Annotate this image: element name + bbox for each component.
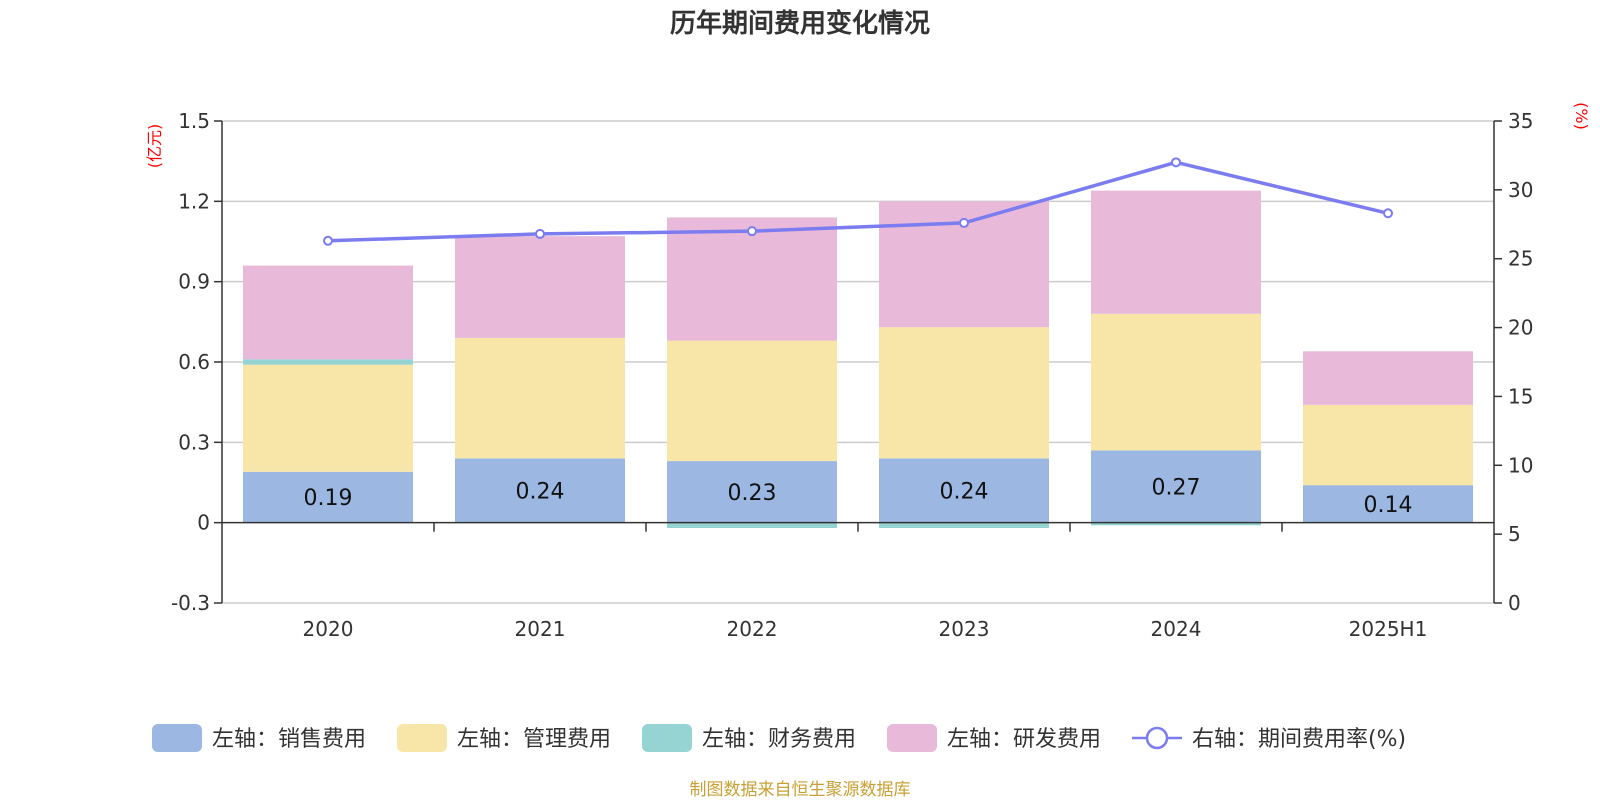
- bar-segment: [667, 217, 837, 341]
- bar-segment: [879, 327, 1049, 459]
- legend-swatch: [642, 724, 692, 752]
- legend-swatch: [887, 724, 937, 752]
- legend-label: 左轴：财务费用: [702, 727, 856, 752]
- right-tick-label: 0: [1508, 591, 1521, 615]
- bar-segment: [879, 458, 1049, 523]
- bar-segment: [667, 340, 837, 462]
- grid-lines: [222, 120, 1494, 604]
- bar-segment: [243, 471, 413, 523]
- bar-segment: [879, 522, 1049, 529]
- bar-segment: [667, 522, 837, 529]
- bar-segment: [455, 337, 625, 459]
- right-tick-label: 30: [1508, 178, 1533, 202]
- category-label: 2021: [515, 617, 566, 641]
- left-tick-label: -0.3: [171, 591, 210, 615]
- chart-title: 历年期间费用变化情况: [670, 8, 930, 39]
- bar-segment: [667, 461, 837, 523]
- bar-segment: [1303, 351, 1473, 405]
- data-label: 0.27: [1152, 476, 1201, 501]
- legend: 左轴：销售费用 左轴：管理费用 左轴：财务费用 左轴：研发费用 右轴：期间费用率(%): [152, 724, 1406, 752]
- data-label: 0.24: [940, 480, 989, 505]
- bar-segment: [1303, 485, 1473, 523]
- bar-segment: [243, 364, 413, 472]
- right-tick-label: 10: [1508, 453, 1533, 477]
- rate-point: [1383, 208, 1393, 219]
- bar-segment: [455, 236, 625, 338]
- left-axis-unit: (亿元): [145, 124, 164, 169]
- rate-line: [323, 157, 1393, 246]
- data-label: 0.24: [516, 480, 565, 505]
- data-label: 0.23: [728, 481, 777, 506]
- right-axis-unit: (%): [1572, 102, 1591, 130]
- bar-segment: [1091, 522, 1261, 526]
- right-tick-label: 35: [1508, 109, 1533, 133]
- left-tick-label: 0.6: [178, 350, 210, 374]
- category-label: 2025H1: [1349, 617, 1428, 641]
- data-label: 0.14: [1364, 493, 1413, 518]
- bar-segment: [1091, 190, 1261, 314]
- left-tick-label: 0.3: [178, 430, 210, 454]
- rate-point: [747, 226, 757, 237]
- legend-swatch: [397, 724, 447, 752]
- right-tick-label: 5: [1508, 522, 1521, 546]
- bar-segment: [1091, 313, 1261, 451]
- legend-label: 左轴：管理费用: [457, 727, 611, 752]
- source-note: 制图数据来自恒生聚源数据库: [690, 780, 911, 800]
- category-label: 2023: [939, 617, 990, 641]
- rate-point: [323, 235, 333, 246]
- bar-segment: [1303, 404, 1473, 486]
- rate-line-path: [327, 160, 1389, 243]
- left-tick-label: 0: [197, 511, 210, 535]
- right-tick-label: 25: [1508, 247, 1533, 271]
- rate-point: [959, 217, 969, 228]
- category-label: 2020: [303, 617, 354, 641]
- left-tick-label: 0.9: [178, 270, 210, 294]
- rate-point: [1171, 157, 1181, 168]
- legend-label: 左轴：研发费用: [947, 727, 1101, 752]
- axes: 1.5 1.2 0.9 0.6 0.3 0 -0.3 35 30 25 20 15 10 5 0 2020 20…: [171, 109, 1533, 641]
- left-tick-label: 1.2: [178, 189, 210, 213]
- bars: [243, 190, 1473, 529]
- bar-segment: [243, 265, 413, 360]
- bar-segment: [455, 458, 625, 523]
- rate-point: [535, 228, 545, 239]
- legend-swatch: [152, 724, 202, 752]
- left-tick-label: 1.5: [178, 109, 210, 133]
- legend-label: 左轴：销售费用: [212, 727, 366, 752]
- data-label: 0.19: [304, 486, 353, 511]
- bar-segment: [1091, 450, 1261, 523]
- legend-marker: [1145, 726, 1169, 750]
- right-tick-label: 15: [1508, 384, 1533, 408]
- bar-segment: [243, 359, 413, 365]
- category-label: 2022: [727, 617, 778, 641]
- data-labels: 0.19 0.24 0.23 0.24 0.27 0.14: [304, 476, 1413, 518]
- category-label: 2024: [1151, 617, 1202, 641]
- legend-label: 右轴：期间费用率(%): [1192, 727, 1406, 752]
- right-tick-label: 20: [1508, 316, 1533, 340]
